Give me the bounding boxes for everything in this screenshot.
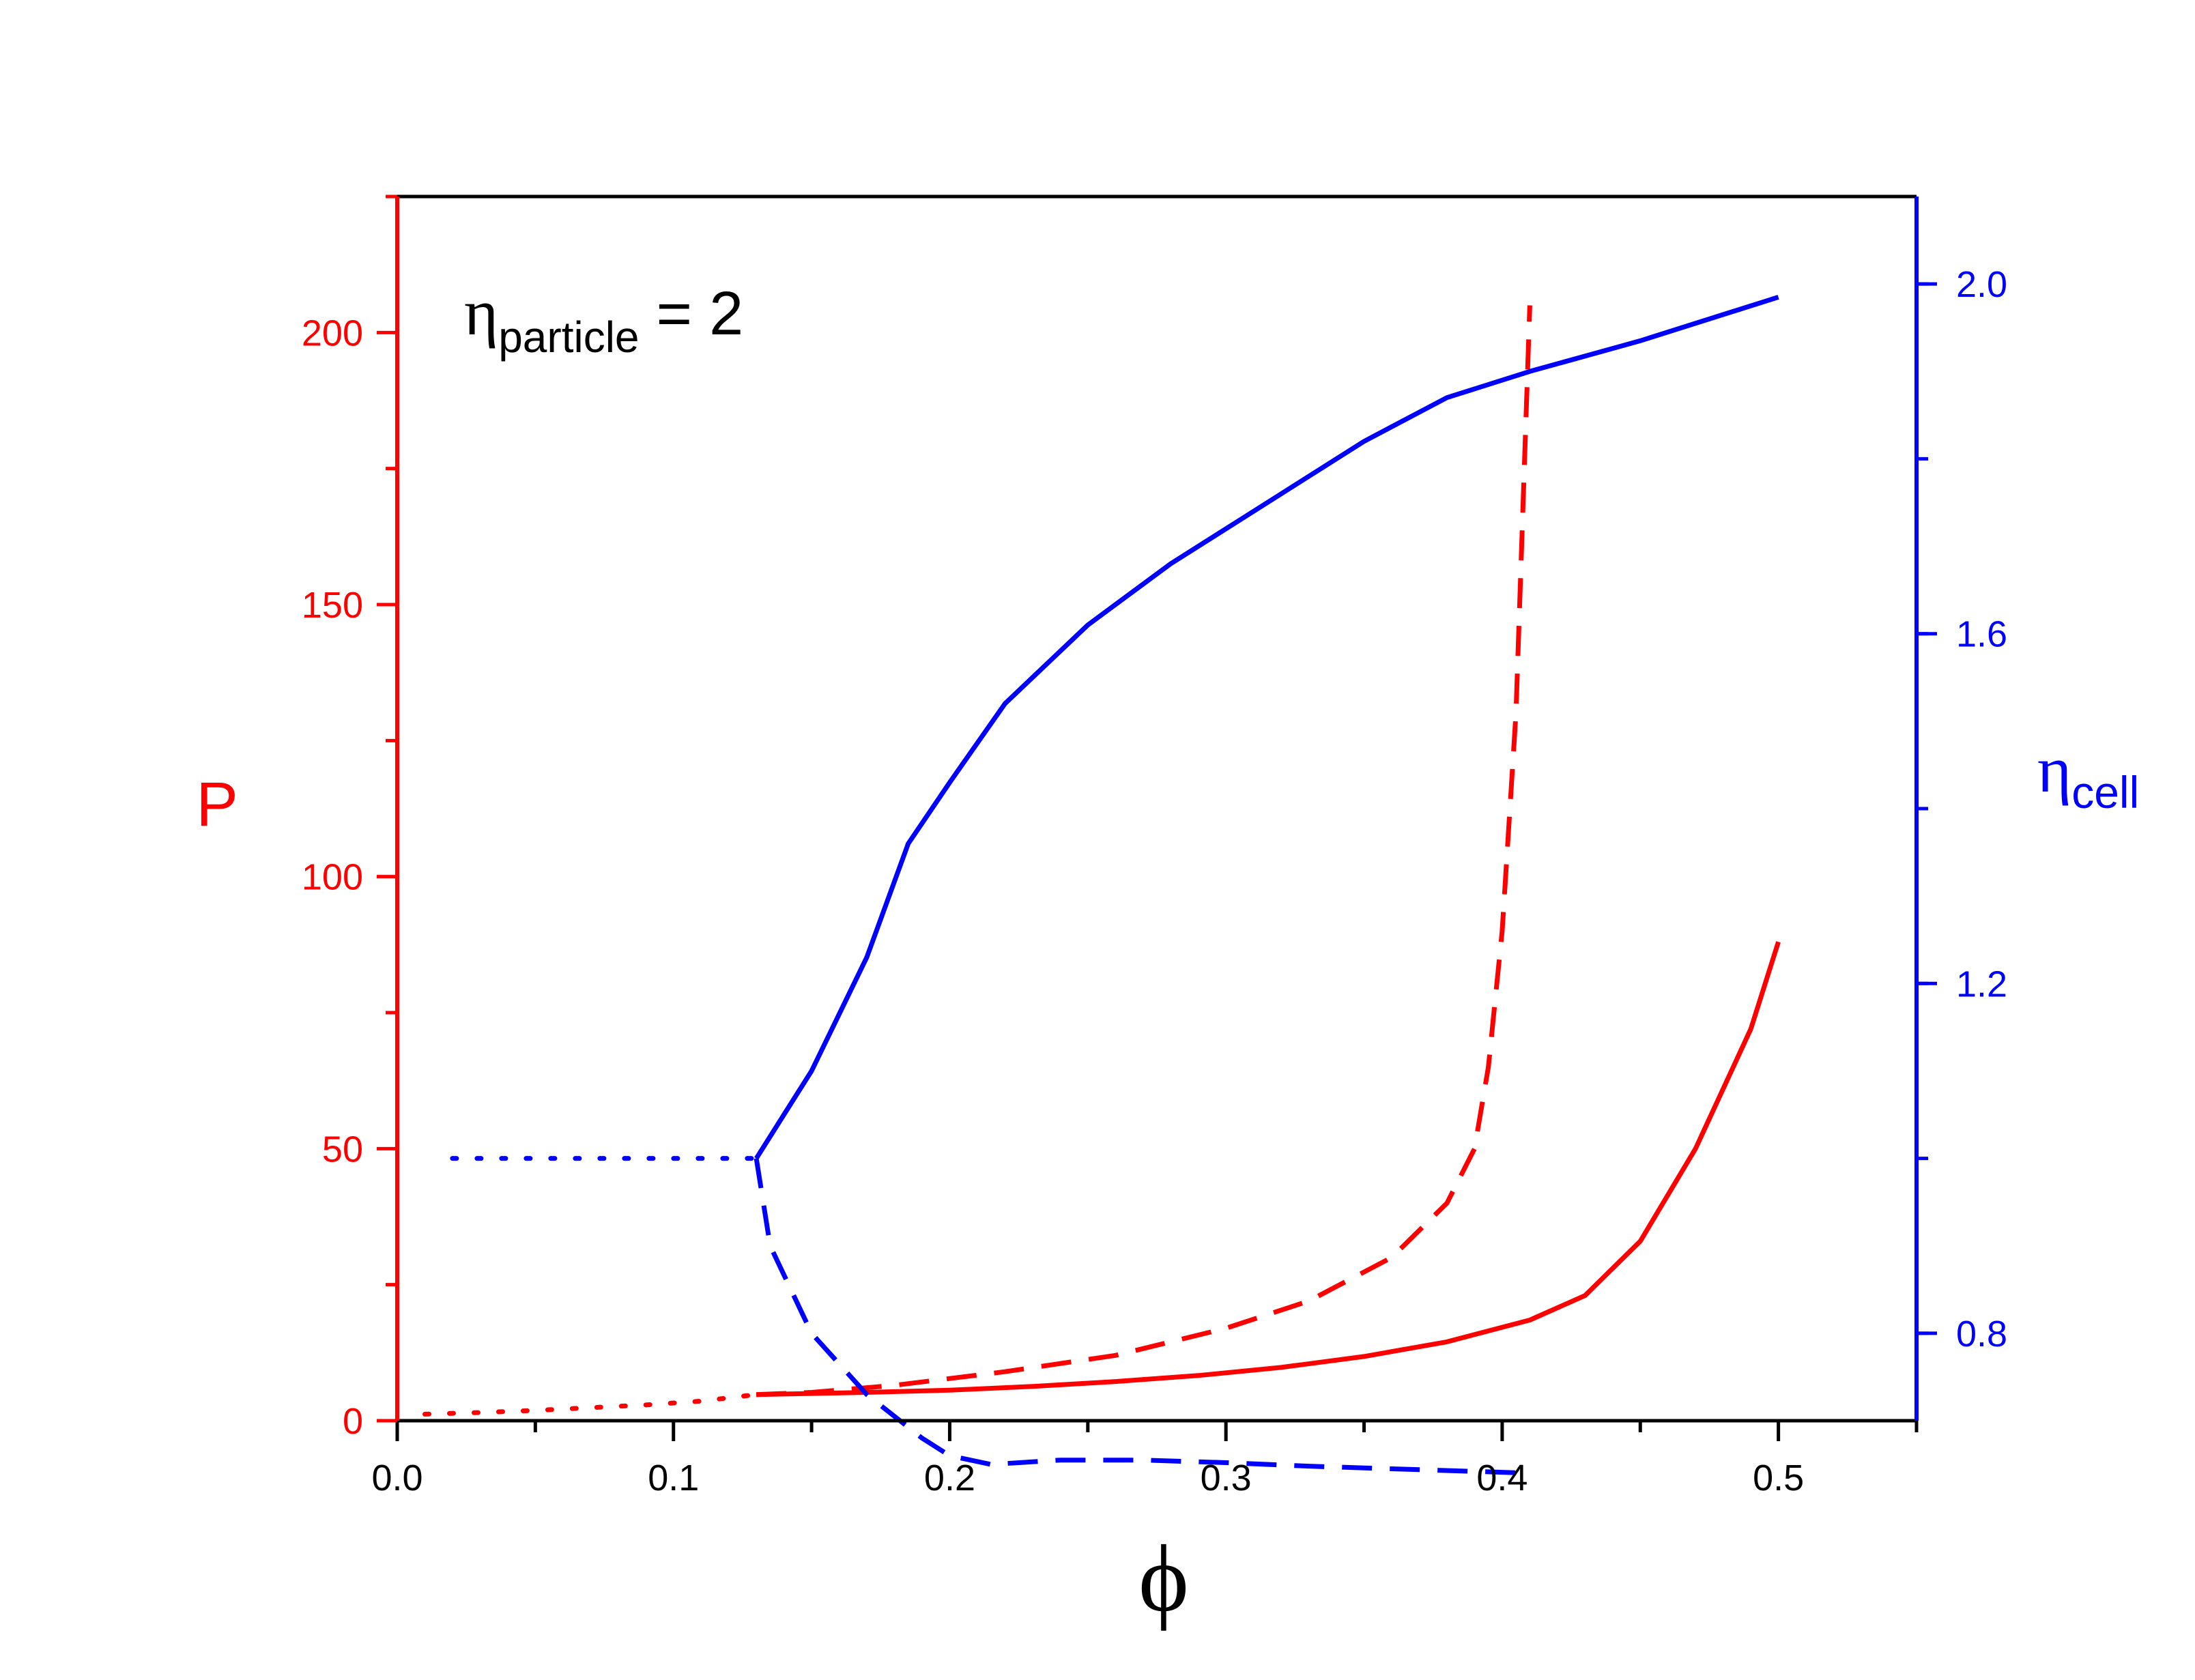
y-right-tick-label-0: 0.8: [1956, 1314, 2007, 1355]
y-right-tick-label-1: 1.2: [1956, 964, 2007, 1004]
series-line-left-dashed-2: [756, 305, 1532, 1397]
y-right-tick-label-2: 1.6: [1956, 614, 2007, 655]
y-right-axis-title: ηcell: [2037, 733, 2139, 817]
annotation-text: ηparticle = 2: [464, 276, 743, 362]
series-line-left-solid-1: [756, 941, 1781, 1397]
x-tick-label-1: 0.1: [648, 1458, 699, 1498]
y-right-axis-subscript: cell: [2071, 767, 2139, 817]
series-line-left-dotted-0: [422, 1392, 759, 1417]
x-tick-label-0: 0.0: [371, 1458, 422, 1498]
y-left-axis-title: P: [196, 770, 238, 839]
x-tick-label-3: 0.3: [1201, 1458, 1252, 1498]
axes-layer: 0.0 0.1 0.2 0.3 0.4 0.5 0 50 100 150 200 0.8 1.2 1.6 2…: [302, 194, 2007, 1498]
y-left-tick-label-3: 150: [302, 585, 363, 626]
x-tick-label-5: 0.5: [1753, 1458, 1804, 1498]
y-right-tick-label-3: 2.0: [1956, 264, 2007, 305]
y-right-axis-symbol: η: [2037, 733, 2071, 806]
x-axis-title: ϕ: [1138, 1526, 1189, 1632]
x-tick-label-4: 0.4: [1476, 1458, 1527, 1498]
series-layer: [422, 295, 1781, 1476]
y-left-tick-label-0: 0: [343, 1401, 363, 1442]
annotation-subscript: particle: [498, 313, 639, 362]
y-left-tick-label-1: 50: [322, 1129, 363, 1170]
x-tick-label-2: 0.2: [924, 1458, 975, 1498]
annotation-value: = 2: [640, 280, 744, 348]
series-line-right-dashed-5: [754, 1158, 1530, 1476]
annotation-symbol: η: [464, 276, 498, 349]
y-left-tick-label-4: 200: [302, 313, 363, 353]
y-left-tick-label-2: 100: [302, 857, 363, 898]
series-line-right-solid-4: [754, 295, 1779, 1160]
